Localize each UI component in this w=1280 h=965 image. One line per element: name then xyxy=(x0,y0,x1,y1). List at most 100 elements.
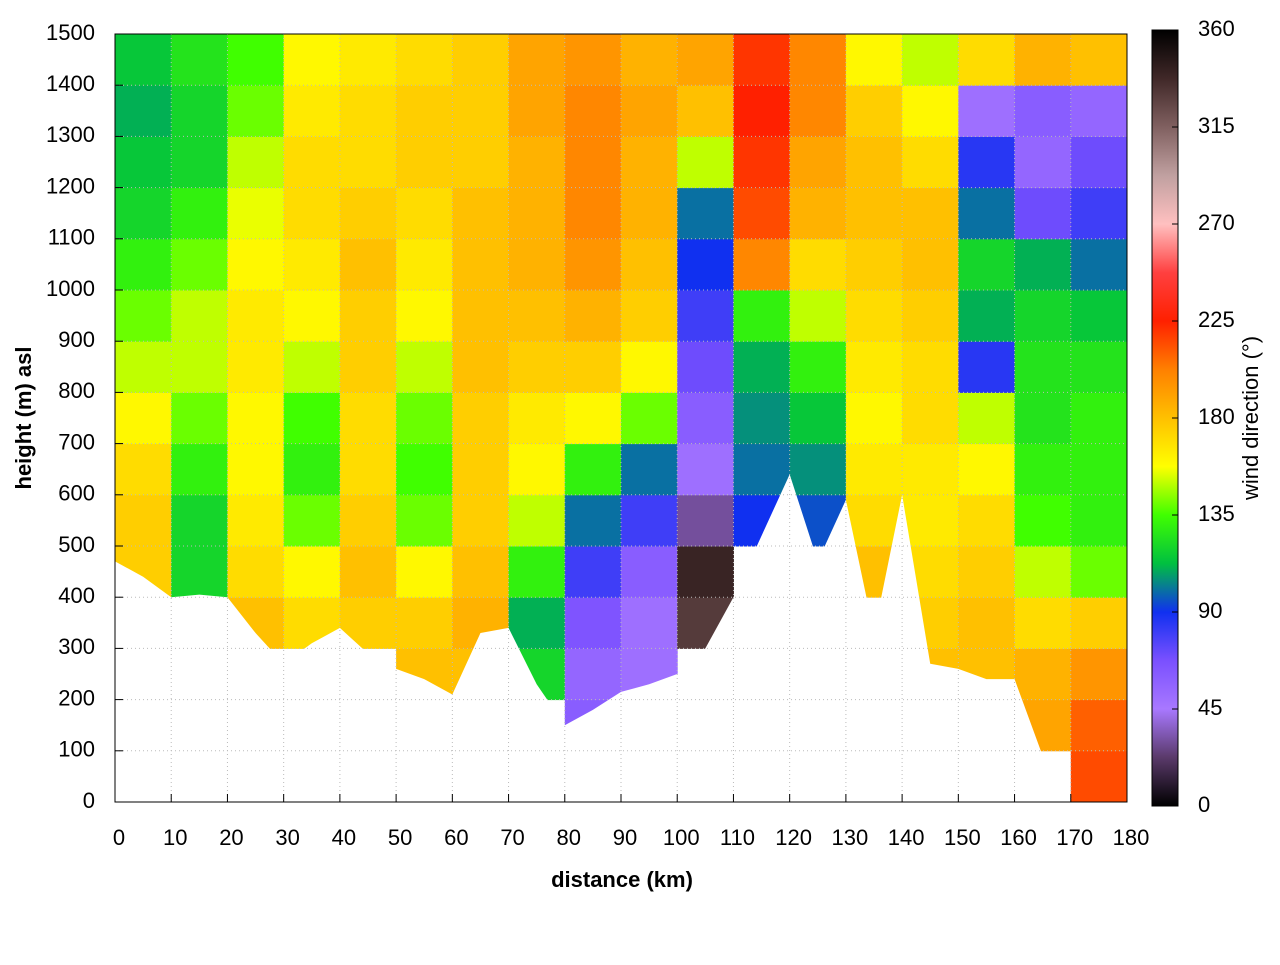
heat-cell xyxy=(1070,34,1127,86)
heat-cell xyxy=(283,34,341,86)
colorbar-tick-label: 315 xyxy=(1198,113,1235,138)
heat-cell xyxy=(171,443,228,496)
heat-cell xyxy=(564,136,622,189)
plot-frame xyxy=(114,33,1128,803)
heat-cell xyxy=(339,187,397,240)
heat-cell xyxy=(1014,34,1072,86)
heat-cell xyxy=(1014,597,1072,649)
heat-cell xyxy=(958,597,1016,649)
y-tick-label: 1300 xyxy=(46,122,95,147)
heat-cell xyxy=(1014,443,1072,496)
heat-cell xyxy=(508,187,566,240)
colorbar-tick-label: 135 xyxy=(1198,501,1235,526)
heat-cell xyxy=(1070,699,1127,752)
x-tick-label: 150 xyxy=(944,825,981,850)
heat-cell xyxy=(171,85,228,137)
y-tick-label: 1400 xyxy=(46,71,95,96)
y-tick-label: 1100 xyxy=(48,225,95,250)
heat-cell xyxy=(621,34,678,86)
heat-cell xyxy=(1070,546,1127,598)
heat-cell xyxy=(283,187,341,240)
heat-cell xyxy=(564,597,622,649)
heat-cell xyxy=(733,341,791,393)
heat-cell xyxy=(508,85,566,137)
heat-cell xyxy=(564,290,622,342)
heat-cell xyxy=(452,187,510,240)
heat-cell xyxy=(115,136,172,189)
heat-cell xyxy=(452,443,510,496)
heat-cell xyxy=(621,392,678,445)
heat-cell xyxy=(733,85,791,137)
heat-cell xyxy=(227,546,285,598)
heat-cell xyxy=(115,341,172,393)
heat-cell xyxy=(958,238,1016,291)
heat-cell xyxy=(958,341,1016,393)
heat-cell xyxy=(171,238,228,291)
heat-cell xyxy=(677,238,734,291)
heat-cell xyxy=(1014,648,1072,701)
heat-cell xyxy=(452,238,510,291)
heat-cell xyxy=(677,443,734,496)
heat-cell xyxy=(339,136,397,189)
heat-cell xyxy=(452,34,510,86)
heat-cell xyxy=(845,136,903,189)
heat-cell xyxy=(1070,597,1127,649)
heat-cell xyxy=(564,392,622,445)
heat-cell xyxy=(171,494,228,547)
y-tick-label: 400 xyxy=(58,583,95,608)
terrain xyxy=(115,474,1127,802)
heat-cell xyxy=(115,187,172,240)
heat-cell xyxy=(115,494,172,547)
heat-cell xyxy=(902,136,959,189)
heat-cell xyxy=(339,546,397,598)
heat-cell xyxy=(677,34,734,86)
heat-cell xyxy=(452,290,510,342)
heat-cell xyxy=(283,546,341,598)
heat-cell xyxy=(621,341,678,393)
heat-cell xyxy=(564,85,622,137)
heat-cell xyxy=(621,443,678,496)
heat-cell xyxy=(227,136,285,189)
heat-cell xyxy=(621,238,678,291)
heat-cell xyxy=(508,238,566,291)
heat-cell xyxy=(283,392,341,445)
x-tick-label: 50 xyxy=(388,825,412,850)
heat-cell xyxy=(789,238,847,291)
heat-cell xyxy=(396,238,453,291)
heat-cell xyxy=(227,187,285,240)
heat-cell xyxy=(733,392,791,445)
heat-cell xyxy=(339,392,397,445)
heat-cell xyxy=(564,238,622,291)
heat-cell xyxy=(789,290,847,342)
heat-cell xyxy=(1070,187,1127,240)
heat-cell xyxy=(171,341,228,393)
heat-cell xyxy=(733,187,791,240)
heat-cell xyxy=(396,290,453,342)
y-tick-label: 500 xyxy=(58,532,95,557)
y-tick-label: 1000 xyxy=(46,276,95,301)
heat-cell xyxy=(171,290,228,342)
heat-cell xyxy=(1070,341,1127,393)
y-tick-label: 200 xyxy=(58,685,95,710)
heat-cell xyxy=(789,392,847,445)
heat-cell xyxy=(396,34,453,86)
heat-cell xyxy=(733,238,791,291)
colorbar-tick-label: 360 xyxy=(1198,16,1235,41)
heat-cell xyxy=(677,546,734,598)
heat-cell xyxy=(171,187,228,240)
heat-cell xyxy=(621,290,678,342)
heat-cell xyxy=(339,494,397,547)
heat-cell xyxy=(115,34,172,86)
heat-cell xyxy=(1014,290,1072,342)
heat-cell xyxy=(339,85,397,137)
heat-cell xyxy=(1014,392,1072,445)
heat-cell xyxy=(1070,136,1127,189)
heat-cell xyxy=(1070,392,1127,445)
heat-cell xyxy=(396,392,453,445)
heat-cell xyxy=(958,34,1016,86)
heat-cell xyxy=(227,290,285,342)
heat-cell xyxy=(396,187,453,240)
heat-cell xyxy=(789,34,847,86)
heat-cell xyxy=(845,187,903,240)
